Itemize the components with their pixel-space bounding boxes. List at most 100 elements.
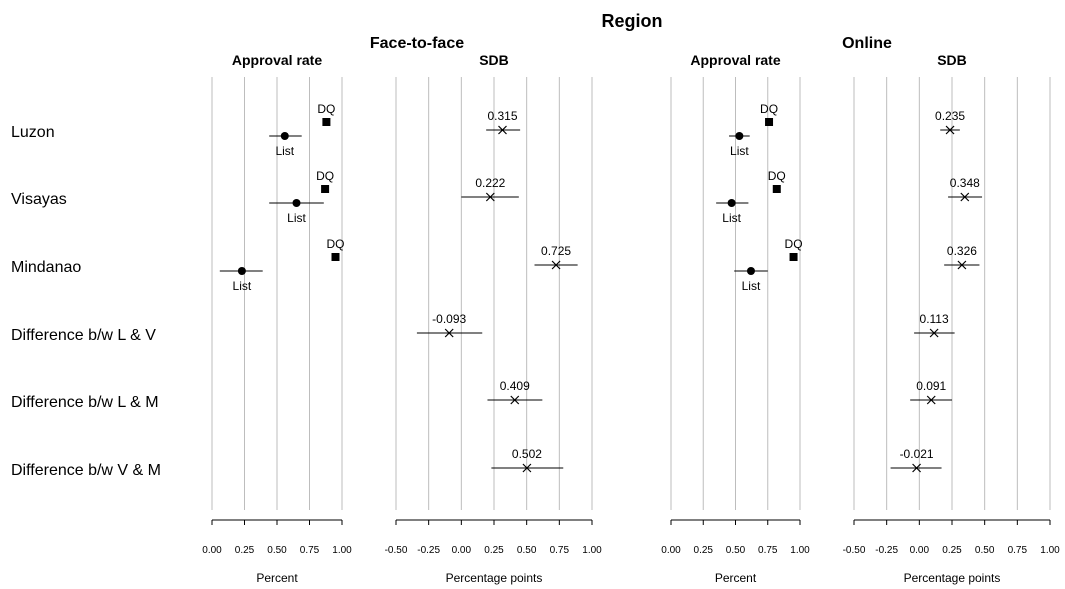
tick-label: 0.00 — [452, 545, 472, 556]
row-label-2: Mindanao — [11, 259, 81, 276]
sdb-point-stroke — [522, 463, 532, 473]
sdb-point-stroke — [510, 395, 520, 405]
sdb-point-stroke — [957, 260, 967, 270]
sdb-data-label: 0.326 — [947, 244, 977, 258]
x-axis-label: Percent — [715, 571, 757, 585]
dq-label: DQ — [768, 169, 786, 183]
tick-label: 0.75 — [300, 545, 320, 556]
x-axis-label: Percentage points — [904, 571, 1001, 585]
tick-label: 0.25 — [694, 545, 714, 556]
sdb-data-label: 0.725 — [541, 244, 571, 258]
panels: Face-to-face Approval rate 0.00 0.25 0.50 0.7… — [202, 35, 1060, 585]
sdb-data-label: 0.409 — [500, 379, 530, 393]
dq-label: DQ — [760, 102, 778, 116]
list-point — [727, 199, 736, 207]
dq-point — [331, 253, 340, 261]
panel-1-approval: Approval rate 0.00 0.25 0.50 0.75 1.00 Percent… — [661, 52, 810, 585]
sdb-point-stroke — [929, 328, 939, 338]
tick-label: 0.50 — [517, 545, 537, 556]
dq-label: DQ — [316, 169, 334, 183]
panel-0-sdb: SDB -0.50 -0.25 0.00 0.25 0.50 0.75 1.00 Percent… — [385, 52, 603, 585]
tick-label: 0.00 — [910, 545, 930, 556]
x-axis-label: Percentage points — [446, 571, 543, 585]
row-label-3: Difference b/w L & V — [11, 327, 156, 344]
list-point — [237, 267, 246, 275]
tick-label: -0.25 — [417, 545, 440, 556]
list-point — [735, 132, 744, 140]
list-point — [292, 199, 301, 207]
list-label: List — [730, 144, 749, 158]
dq-point — [789, 253, 798, 261]
tick-label: 1.00 — [790, 545, 810, 556]
sdb-point-stroke — [926, 395, 936, 405]
sdb-point — [444, 328, 454, 338]
tick-label: 0.75 — [1008, 545, 1028, 556]
list-label: List — [287, 211, 306, 225]
sdb-point-stroke — [960, 192, 970, 202]
sdb-point-stroke — [945, 125, 955, 135]
sdb-point — [960, 192, 970, 202]
sdb-point — [926, 395, 936, 405]
sdb-point — [945, 125, 955, 135]
dq-point — [321, 185, 330, 193]
sdb-data-label: 0.113 — [920, 312, 949, 326]
x-axis-label: Percent — [256, 571, 298, 585]
sdb-data-label: 0.091 — [916, 379, 946, 393]
tick-label: -0.25 — [875, 545, 898, 556]
tick-label: 1.00 — [582, 545, 602, 556]
list-label: List — [233, 279, 252, 293]
sdb-point-stroke — [498, 125, 507, 135]
dq-point — [765, 118, 774, 126]
sdb-data-label: 0.315 — [487, 109, 517, 123]
list-label: List — [275, 144, 294, 158]
list-label: List — [722, 211, 741, 225]
tick-label: -0.50 — [385, 545, 408, 556]
sdb-point-stroke — [551, 260, 561, 270]
row-label-0: Luzon — [11, 124, 55, 141]
group-0: Face-to-face Approval rate 0.00 0.25 0.50 0.7… — [202, 35, 602, 585]
tick-label: 0.50 — [726, 545, 746, 556]
tick-label: 0.25 — [484, 545, 504, 556]
sdb-data-label: -0.093 — [432, 312, 466, 326]
dq-label: DQ — [327, 237, 345, 251]
sdb-data-label: 0.348 — [950, 176, 980, 190]
list-label: List — [742, 279, 761, 293]
tick-label: 0.25 — [235, 545, 255, 556]
sdb-point — [522, 463, 532, 473]
panel-title: Approval rate — [232, 52, 322, 68]
panel-title: SDB — [937, 52, 967, 68]
group-title-0: Face-to-face — [370, 35, 464, 52]
sdb-point — [929, 328, 939, 338]
row-labels: Luzon Visayas Mindanao Difference b/w L & V… — [11, 124, 161, 479]
list-point — [746, 267, 755, 275]
sdb-point — [510, 395, 520, 405]
panel-title: SDB — [479, 52, 509, 68]
chart-title: Region — [602, 11, 663, 31]
dq-point — [772, 185, 781, 193]
list-point — [280, 132, 289, 140]
tick-label: 0.50 — [267, 545, 287, 556]
sdb-point — [485, 192, 495, 202]
row-label-1: Visayas — [11, 191, 67, 208]
tick-label: 1.00 — [1040, 545, 1060, 556]
group-1: Online Approval rate 0.00 0.25 0.50 0.75 1.00 P… — [661, 35, 1060, 585]
tick-label: 0.75 — [550, 545, 570, 556]
tick-label: 0.00 — [202, 545, 222, 556]
sdb-data-label: 0.235 — [935, 109, 965, 123]
sdb-data-label: -0.021 — [900, 447, 934, 461]
dq-label: DQ — [317, 102, 335, 116]
panel-1-sdb: SDB -0.50 -0.25 0.00 0.25 0.50 0.75 1.00 Percent… — [843, 52, 1061, 585]
sdb-point-stroke — [912, 463, 922, 473]
row-label-4: Difference b/w L & M — [11, 394, 159, 411]
tick-label: 0.00 — [661, 545, 681, 556]
sdb-data-label: 0.222 — [475, 176, 505, 190]
sdb-point — [498, 125, 507, 135]
panel-title: Approval rate — [690, 52, 780, 68]
sdb-point — [957, 260, 967, 270]
sdb-point — [551, 260, 561, 270]
tick-label: 1.00 — [332, 545, 352, 556]
sdb-point-stroke — [485, 192, 495, 202]
tick-label: 0.50 — [975, 545, 995, 556]
sdb-point-stroke — [444, 328, 454, 338]
